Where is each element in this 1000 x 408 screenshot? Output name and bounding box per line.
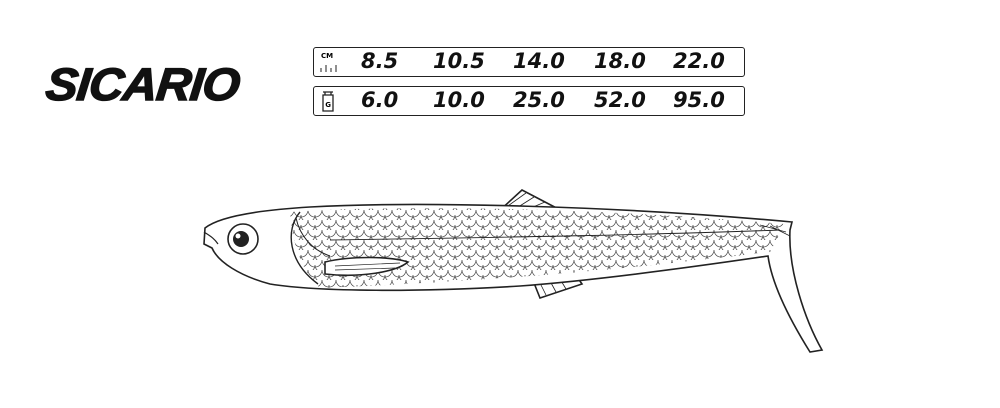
weight-icon: G [322, 91, 334, 112]
weight-value: 25.0 [513, 88, 565, 112]
weight-value: 10.0 [433, 88, 485, 112]
length-value: 18.0 [594, 49, 646, 73]
weight-value: 95.0 [673, 88, 725, 112]
weight-value: 52.0 [594, 88, 646, 112]
ruler-icon: CM [320, 52, 337, 72]
length-unit: CM [321, 52, 333, 60]
length-row: CM 8.5 10.5 14.0 18.0 22.0 [313, 47, 745, 77]
length-value: 14.0 [513, 49, 565, 73]
weight-unit: G [325, 101, 331, 109]
length-value: 8.5 [361, 49, 399, 73]
weight-row: G 6.0 10.0 25.0 52.0 95.0 [313, 86, 745, 116]
weight-value: 6.0 [361, 88, 399, 112]
length-value: 22.0 [673, 49, 725, 73]
length-value: 10.5 [433, 49, 485, 73]
